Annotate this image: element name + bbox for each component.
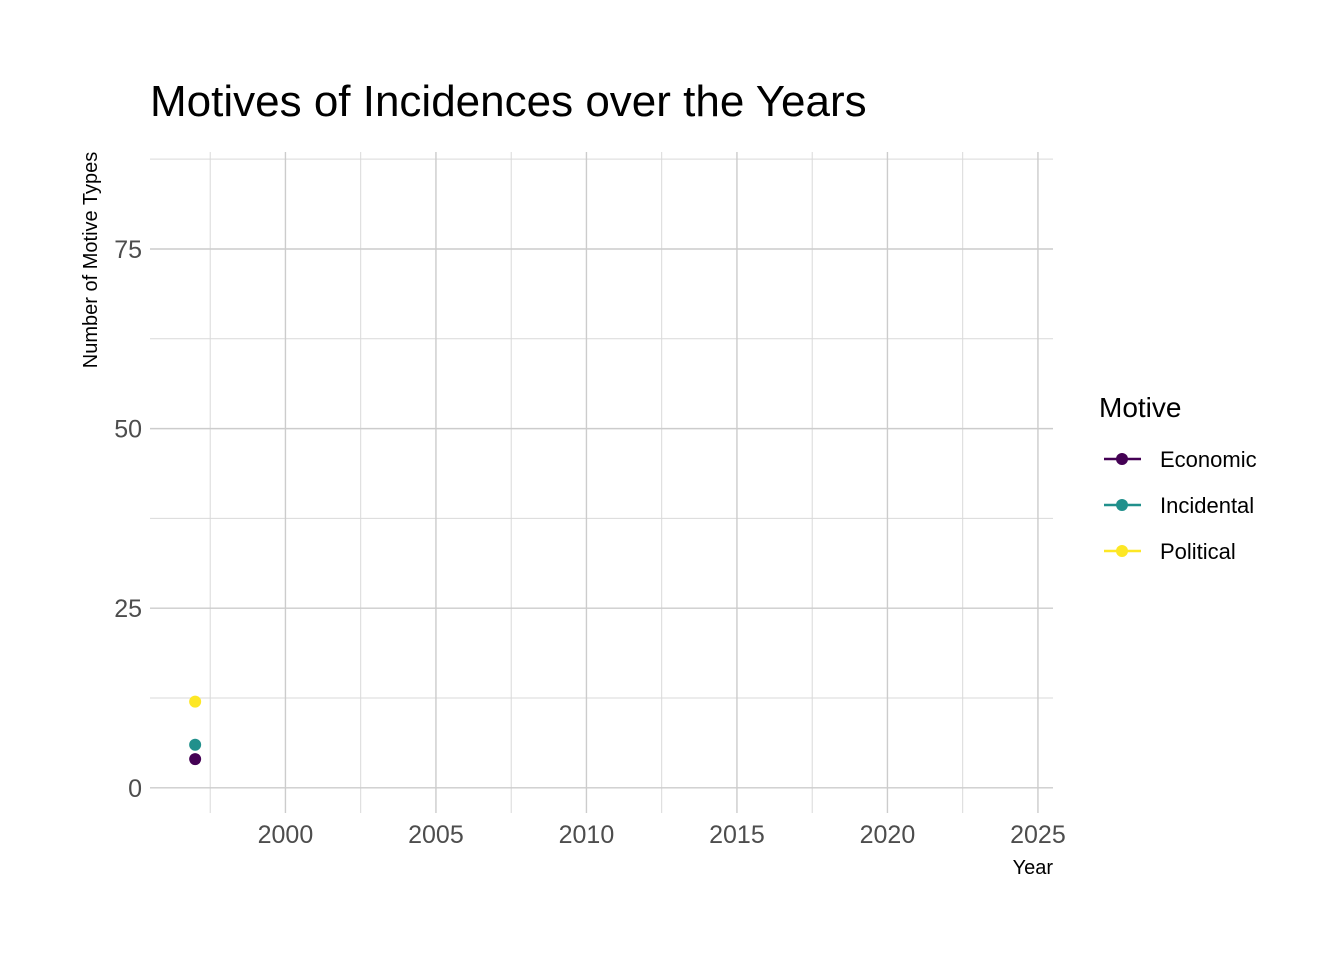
y-axis-ticks: 0 25 50 75 <box>114 236 142 803</box>
x-tick-label: 2010 <box>559 821 615 849</box>
grid <box>150 152 1053 813</box>
y-axis-label: Number of Motive Types <box>80 152 102 368</box>
legend-key <box>1104 499 1141 511</box>
legend-key <box>1104 453 1141 465</box>
y-tick-label: 25 <box>114 595 142 623</box>
x-tick-label: 2005 <box>408 821 464 849</box>
legend-label: Incidental <box>1160 493 1254 518</box>
legend: Motive Economic Incidental Political <box>1099 392 1257 564</box>
legend-label: Political <box>1160 539 1236 564</box>
series-layer <box>189 695 202 766</box>
y-tick-label: 50 <box>114 416 142 444</box>
legend-title: Motive <box>1099 392 1181 423</box>
x-axis-ticks: 2000 2005 2010 2015 2020 2025 <box>258 821 1066 849</box>
data-point <box>189 753 202 766</box>
data-point <box>189 738 202 751</box>
chart-title: Motives of Incidences over the Years <box>150 77 867 126</box>
data-point <box>189 695 202 708</box>
legend-label: Economic <box>1160 447 1257 472</box>
legend-key-point <box>1116 453 1128 465</box>
legend-key-point <box>1116 499 1128 511</box>
x-tick-label: 2025 <box>1010 821 1066 849</box>
legend-key <box>1104 545 1141 557</box>
legend-key-point <box>1116 545 1128 557</box>
x-tick-label: 2000 <box>258 821 314 849</box>
y-tick-label: 75 <box>114 236 142 264</box>
x-axis-label: Year <box>1013 857 1054 879</box>
y-tick-label: 0 <box>128 775 142 803</box>
x-tick-label: 2015 <box>709 821 765 849</box>
x-tick-label: 2020 <box>860 821 916 849</box>
